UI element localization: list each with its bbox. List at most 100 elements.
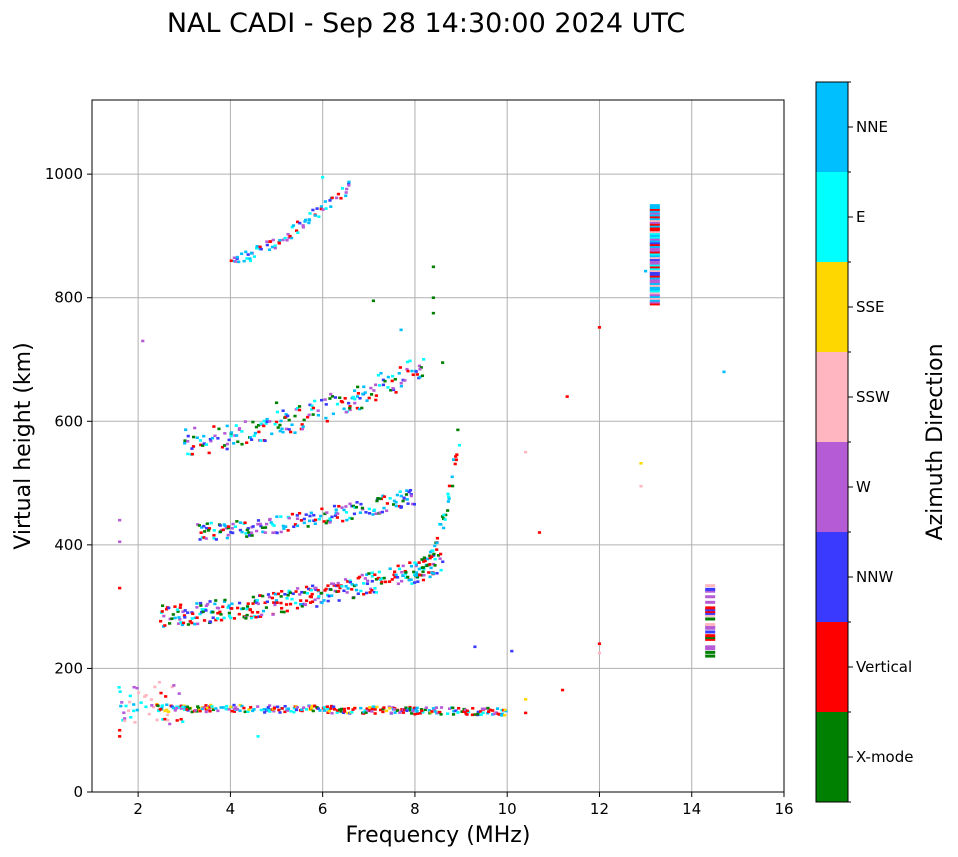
echo-mark — [431, 554, 436, 557]
echo-mark — [360, 573, 364, 577]
echo-mark — [435, 536, 440, 540]
echo-mark — [427, 571, 431, 574]
echo-mark — [220, 445, 225, 449]
echo-mark — [311, 406, 316, 410]
echo-mark — [446, 509, 450, 512]
echo-mark — [325, 705, 329, 708]
echo-mark — [299, 599, 303, 602]
echo-mark — [649, 231, 660, 235]
echo-mark — [370, 574, 374, 578]
echo-mark — [404, 576, 408, 580]
echo-mark — [238, 521, 243, 524]
echo-mark — [365, 582, 370, 586]
echo-mark — [389, 388, 393, 392]
echo-mark — [486, 706, 490, 710]
echo-mark — [497, 713, 501, 716]
echo-mark — [434, 710, 438, 713]
echo-mark — [226, 606, 230, 609]
echo-mark — [649, 282, 660, 286]
echo-mark — [164, 695, 168, 698]
echo-mark — [377, 570, 381, 574]
echo-mark — [431, 311, 435, 315]
echo-mark — [263, 526, 268, 529]
y-tick-label: 1000 — [45, 165, 83, 183]
echo-mark — [352, 596, 356, 600]
echo-mark — [250, 610, 254, 614]
echo-mark — [409, 494, 414, 498]
echo-mark — [341, 519, 345, 523]
echo-mark — [238, 528, 243, 532]
echo-mark — [328, 521, 332, 524]
echo-mark — [372, 508, 377, 512]
echo-mark — [193, 709, 198, 712]
echo-mark — [649, 215, 660, 219]
echo-mark — [248, 259, 253, 263]
echo-mark — [208, 620, 213, 624]
echo-mark — [308, 519, 312, 523]
echo-mark — [198, 538, 202, 541]
echo-mark — [308, 514, 312, 518]
echo-mark — [227, 438, 231, 442]
echo-mark — [244, 250, 248, 254]
echo-mark — [649, 293, 660, 297]
echo-mark — [381, 383, 386, 387]
echo-mark — [219, 618, 224, 622]
echo-mark — [319, 205, 323, 208]
echo-mark — [418, 573, 422, 577]
echo-mark — [242, 259, 246, 263]
echo-mark — [356, 385, 360, 389]
echo-mark — [255, 245, 259, 248]
echo-mark — [330, 196, 334, 200]
echo-mark — [340, 187, 345, 190]
echo-mark — [430, 710, 434, 713]
echo-mark — [649, 272, 660, 276]
echo-mark — [240, 252, 244, 256]
echo-mark — [298, 221, 302, 225]
echo-mark — [258, 522, 262, 526]
echo-mark — [649, 263, 660, 267]
echo-mark — [398, 711, 402, 714]
echo-mark — [447, 707, 452, 710]
echo-mark — [524, 711, 528, 715]
echo-mark — [191, 445, 196, 448]
echo-mark — [350, 710, 354, 714]
echo-mark — [301, 224, 305, 227]
echo-mark — [411, 709, 415, 713]
echo-mark — [374, 578, 379, 581]
echo-mark — [428, 556, 432, 560]
echo-mark — [119, 704, 123, 708]
echo-mark — [264, 606, 269, 609]
colorbar-label: E — [856, 208, 865, 226]
echo-mark — [170, 705, 174, 708]
echo-mark — [147, 712, 151, 716]
echo-mark — [494, 711, 498, 714]
x-axis-title: Frequency (MHz) — [346, 823, 531, 848]
echo-mark — [258, 245, 262, 249]
echo-mark — [214, 618, 218, 622]
echo-mark — [431, 572, 436, 575]
echo-mark — [265, 417, 269, 421]
echo-mark — [350, 517, 354, 520]
echo-mark — [336, 192, 341, 196]
echo-mark — [200, 706, 205, 709]
echo-mark — [256, 423, 261, 427]
echo-mark — [359, 706, 363, 710]
echo-mark — [421, 710, 425, 714]
echo-mark — [310, 600, 315, 604]
echo-mark — [328, 199, 332, 202]
echo-mark — [202, 442, 206, 445]
echo-mark — [291, 592, 295, 595]
echo-mark — [384, 709, 389, 713]
echo-mark — [227, 614, 232, 618]
echo-mark — [240, 704, 244, 708]
echo-mark — [597, 642, 602, 646]
echo-mark — [409, 493, 413, 496]
echo-mark — [234, 434, 239, 437]
y-tick-label: 0 — [73, 783, 83, 801]
echo-mark — [432, 552, 436, 556]
echo-mark — [649, 291, 660, 295]
echo-mark — [446, 500, 450, 503]
echo-mark — [294, 229, 299, 233]
echo-mark — [350, 582, 354, 586]
colorbar-segment — [816, 442, 848, 532]
